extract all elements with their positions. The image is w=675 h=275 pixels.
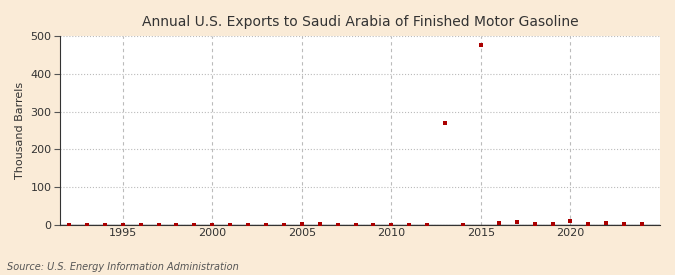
Point xyxy=(82,223,92,227)
Point xyxy=(368,223,379,227)
Point xyxy=(637,222,647,227)
Text: Source: U.S. Energy Information Administration: Source: U.S. Energy Information Administ… xyxy=(7,262,238,272)
Title: Annual U.S. Exports to Saudi Arabia of Finished Motor Gasoline: Annual U.S. Exports to Saudi Arabia of F… xyxy=(142,15,578,29)
Point xyxy=(547,221,558,226)
Point xyxy=(404,223,414,227)
Point xyxy=(261,223,271,227)
Point xyxy=(601,221,612,226)
Point xyxy=(135,223,146,227)
Point xyxy=(439,121,450,125)
Point xyxy=(225,223,236,227)
Point xyxy=(296,222,307,226)
Point xyxy=(565,219,576,224)
Point xyxy=(493,221,504,226)
Point xyxy=(117,223,128,227)
Point xyxy=(529,222,540,226)
Y-axis label: Thousand Barrels: Thousand Barrels xyxy=(15,82,25,179)
Point xyxy=(458,223,468,227)
Point xyxy=(171,223,182,227)
Point xyxy=(207,223,217,227)
Point xyxy=(63,223,74,227)
Point xyxy=(350,223,361,227)
Point xyxy=(583,222,594,226)
Point xyxy=(619,222,630,226)
Point xyxy=(189,223,200,227)
Point xyxy=(422,223,433,227)
Point xyxy=(153,223,164,227)
Point xyxy=(279,223,290,227)
Point xyxy=(99,223,110,227)
Point xyxy=(46,223,57,227)
Point xyxy=(512,220,522,224)
Point xyxy=(332,223,343,227)
Point xyxy=(315,221,325,226)
Point xyxy=(243,223,254,227)
Point xyxy=(475,43,486,47)
Point xyxy=(386,223,397,227)
